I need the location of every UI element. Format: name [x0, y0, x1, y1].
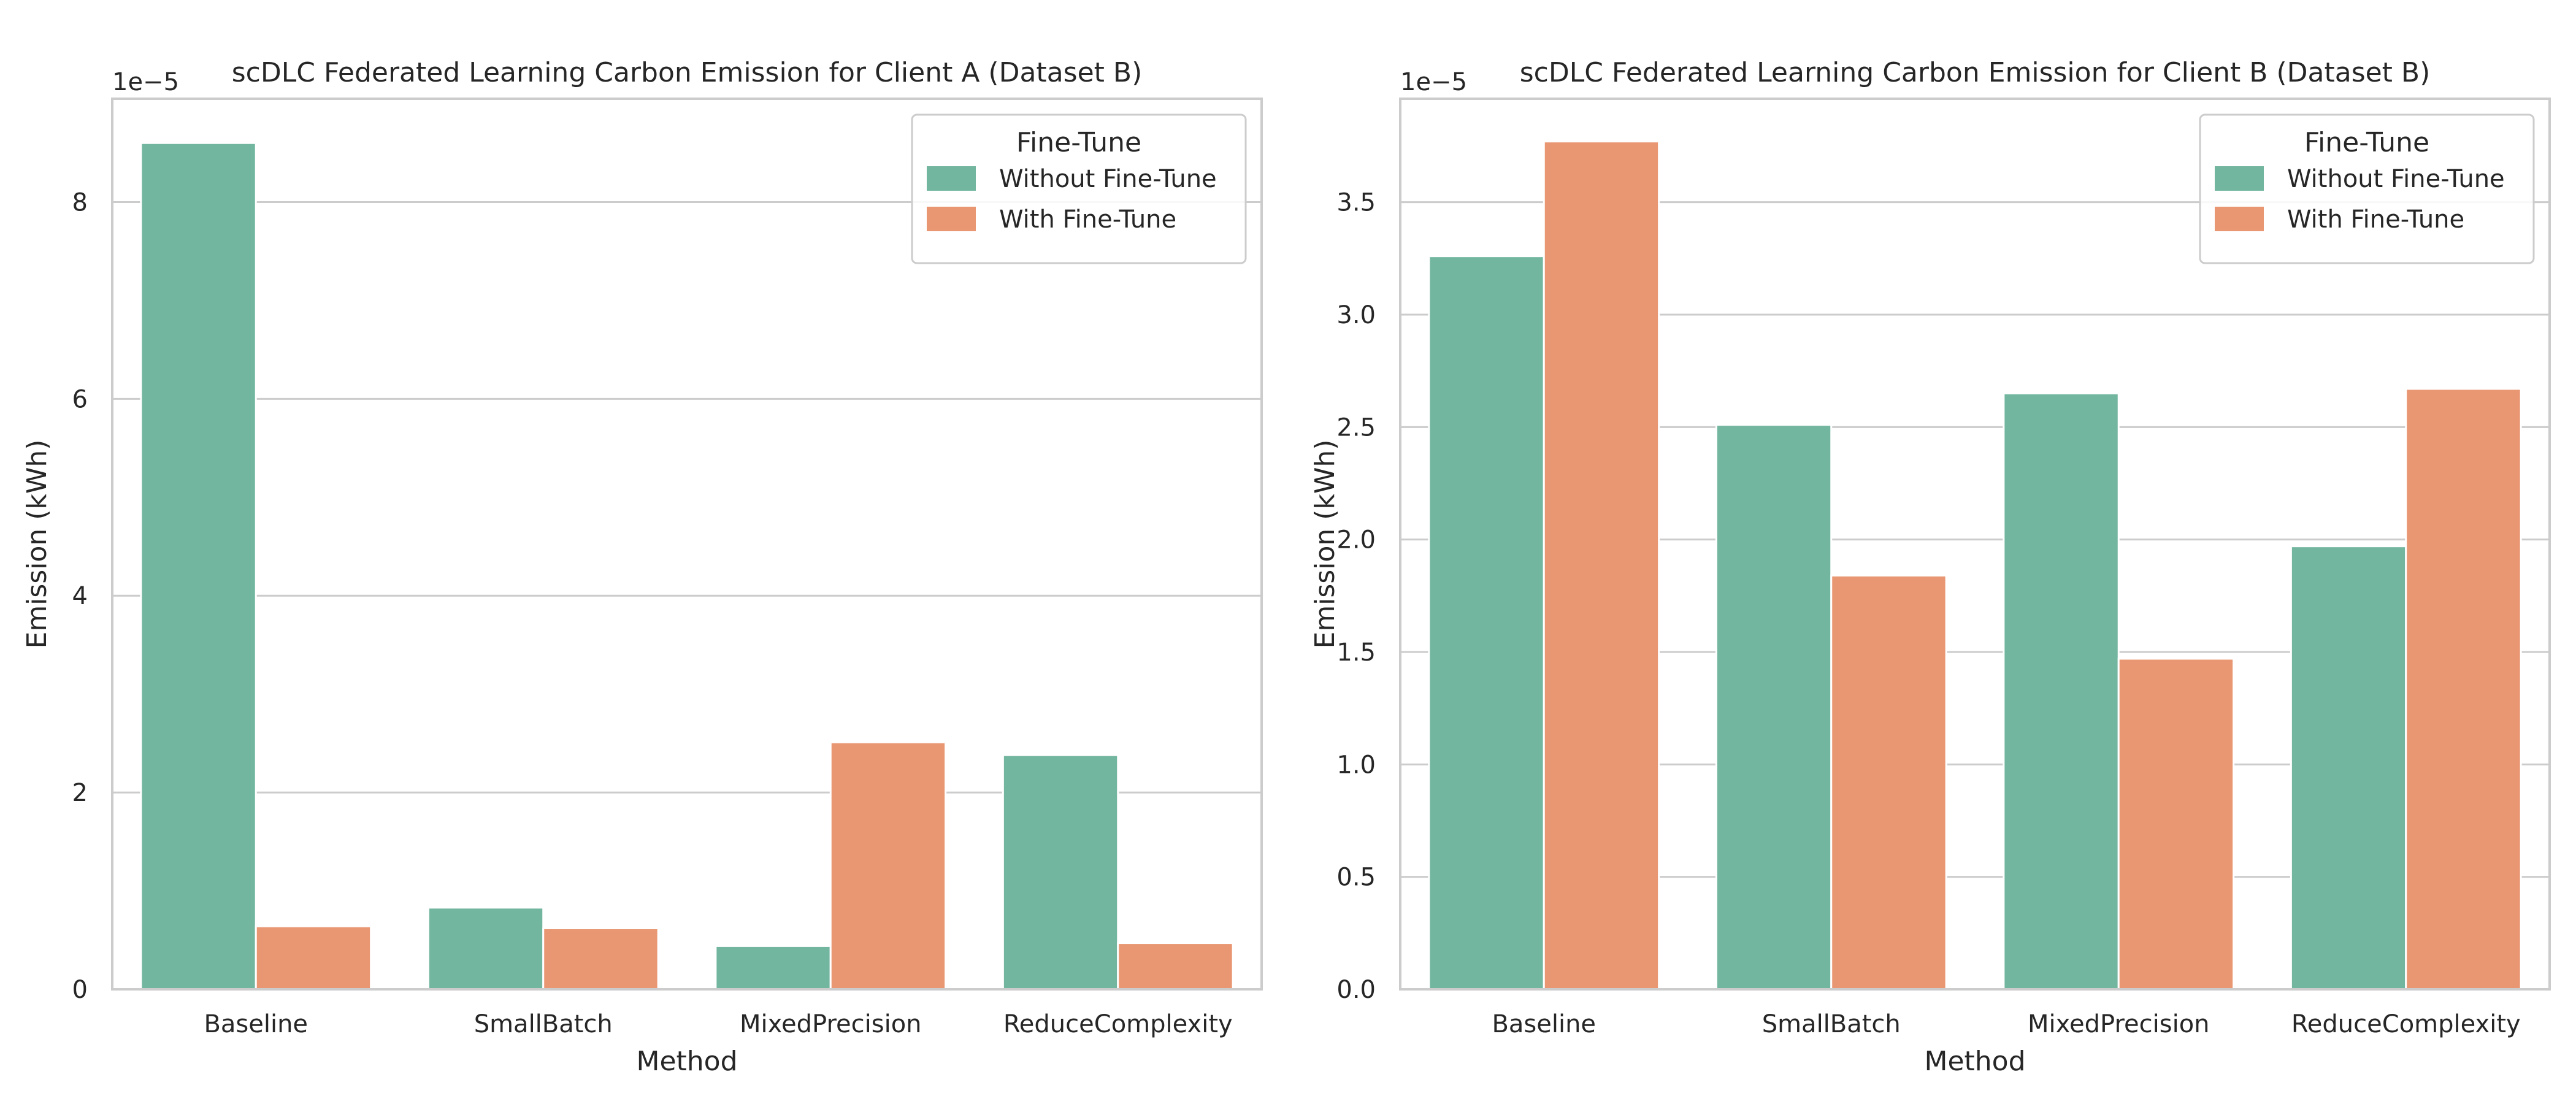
y-tick-label: 0.5	[1336, 864, 1376, 892]
bar-baseline-series-2	[1543, 140, 1660, 991]
y-tick-label: 4	[72, 582, 88, 610]
bar-smallbatch-series-1	[1715, 424, 1833, 991]
y-tick-label: 0	[72, 976, 88, 1004]
x-tick-label: ReduceComplexity	[2291, 1010, 2521, 1038]
x-axis-label: Method	[636, 1046, 737, 1077]
legend-swatch-2	[2215, 207, 2264, 231]
chart-panel-2: 0.0 0.5 1.0 1.5 2.0 2.5 3.0 3.5 Baseline SmallBat…	[1309, 57, 2551, 1077]
y-tick-label: 0.0	[1336, 976, 1376, 1004]
bars	[1428, 140, 2522, 991]
bar-mixedprecision-series-2	[2117, 657, 2235, 991]
x-tick-label: MixedPrecision	[740, 1010, 922, 1038]
legend-entry-2: With Fine-Tune	[999, 205, 1176, 234]
y-tick-label: 8	[72, 188, 88, 217]
y-tick-label: 3.5	[1336, 189, 1376, 217]
legend: Fine-Tune Without Fine-Tune With Fine-Tune	[911, 113, 1247, 264]
bar-mixedprecision-series-1	[715, 945, 832, 991]
y-tick-label: 1.0	[1336, 751, 1376, 779]
axes-frame	[1399, 98, 2551, 991]
legend-entry-1: Without Fine-Tune	[999, 165, 1217, 193]
bar-mixedprecision-series-2	[829, 741, 947, 991]
bar-baseline-series-2	[255, 925, 372, 991]
legend-title: Fine-Tune	[2304, 127, 2429, 158]
y-tick-label: 3.0	[1336, 301, 1376, 329]
legend-entry-2: With Fine-Tune	[2287, 205, 2464, 234]
bar-mixedprecision-series-1	[2003, 392, 2120, 991]
scale-note: 1e−5	[1400, 68, 1467, 96]
y-tick-label: 2.5	[1336, 413, 1376, 442]
bar-smallbatch-series-2	[542, 927, 659, 991]
bar-reducecomplexity-series-2	[1117, 942, 1234, 991]
legend-entry-1: Without Fine-Tune	[2287, 165, 2505, 193]
legend-box	[911, 113, 1247, 264]
y-axis-label: Emission (kWh)	[1309, 440, 1341, 649]
gridlines	[112, 201, 1262, 794]
legend-swatch-1	[2215, 166, 2264, 191]
chart-title: scDLC Federated Learning Carbon Emission…	[232, 57, 1142, 88]
legend-swatch-1	[927, 166, 976, 191]
scale-note: 1e−5	[112, 68, 179, 96]
x-tick-label: SmallBatch	[474, 1010, 613, 1038]
x-tick-label: Baseline	[1492, 1010, 1596, 1038]
y-axis-label: Emission (kWh)	[21, 440, 53, 649]
bar-reducecomplexity-series-1	[2290, 545, 2407, 991]
bar-smallbatch-series-1	[427, 907, 545, 991]
y-tick-label: 6	[72, 385, 88, 413]
chart-title: scDLC Federated Learning Carbon Emission…	[1520, 57, 2431, 88]
x-tick-label: SmallBatch	[1762, 1010, 1901, 1038]
chart-panel-1: 0 2 4 6 8 Baseline SmallBatch MixedPrecision Red…	[21, 57, 1263, 1077]
x-axis-label: Method	[1924, 1046, 2025, 1077]
bar-reducecomplexity-series-2	[2405, 388, 2522, 991]
legend-title: Fine-Tune	[1016, 127, 1141, 158]
bar-reducecomplexity-series-1	[1002, 754, 1119, 991]
bar-baseline-series-1	[140, 142, 257, 991]
bars	[140, 142, 1234, 991]
bar-smallbatch-series-2	[1830, 574, 1947, 991]
axes-frame	[111, 98, 1263, 991]
x-tick-label: MixedPrecision	[2028, 1010, 2210, 1038]
legend-box	[2199, 113, 2535, 264]
x-tick-label: ReduceComplexity	[1003, 1010, 1233, 1038]
x-tick-label: Baseline	[204, 1010, 308, 1038]
y-tick-label: 2.0	[1336, 526, 1376, 554]
bar-baseline-series-1	[1428, 255, 1545, 991]
y-tick-label: 2	[72, 779, 88, 807]
y-tick-label: 1.5	[1336, 638, 1376, 667]
legend: Fine-Tune Without Fine-Tune With Fine-Tune	[2199, 113, 2535, 264]
legend-swatch-2	[927, 207, 976, 231]
